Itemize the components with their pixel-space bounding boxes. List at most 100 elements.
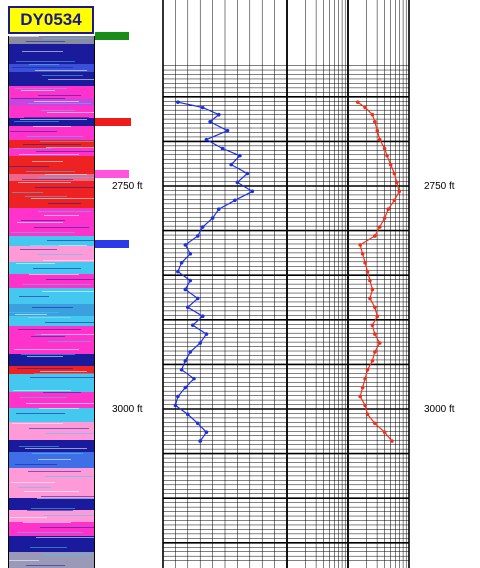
data-point-blue — [195, 296, 200, 301]
facies-streak — [22, 179, 73, 180]
facies-streak — [34, 373, 94, 374]
facies-streak — [37, 124, 73, 125]
facies-band — [9, 118, 94, 126]
facies-streak — [10, 131, 57, 132]
facies-band — [9, 354, 94, 366]
data-point-blue — [225, 128, 230, 133]
data-point-blue — [195, 234, 200, 238]
facies-streak — [35, 334, 67, 335]
facies-streak — [9, 312, 59, 313]
facies-streak — [34, 101, 79, 102]
facies-streak — [20, 119, 87, 120]
data-point-blue — [186, 305, 190, 310]
facies-streak — [9, 166, 49, 167]
facies-streak — [23, 144, 81, 145]
facies-streak — [9, 36, 39, 37]
data-point-red — [358, 394, 363, 399]
facies-streak — [47, 382, 83, 383]
data-point-red — [355, 100, 360, 104]
data-point-blue — [192, 376, 196, 381]
facies-streak — [46, 279, 94, 280]
facies-streak — [13, 148, 51, 149]
facies-streak — [42, 291, 94, 292]
facies-streak — [36, 537, 94, 538]
data-point-blue — [204, 332, 209, 336]
facies-band — [9, 316, 94, 326]
data-point-red — [377, 137, 382, 142]
data-point-red — [395, 180, 399, 185]
facies-streak — [21, 90, 55, 91]
facies-streak — [29, 64, 59, 65]
facies-streak — [12, 423, 63, 424]
facies-streak — [43, 392, 81, 393]
facies-streak — [43, 38, 91, 39]
data-point-blue — [179, 260, 184, 265]
marker-green — [95, 32, 129, 40]
facies-streak — [10, 517, 47, 518]
facies-streak — [36, 151, 94, 152]
data-point-blue — [183, 359, 188, 363]
facies-streak — [23, 522, 71, 523]
facies-band — [9, 36, 94, 44]
facies-streak — [38, 95, 81, 96]
facies-streak — [38, 459, 71, 460]
data-point-red — [365, 367, 370, 372]
facies-streak — [17, 532, 83, 533]
facies-streak — [19, 154, 79, 155]
data-point-blue — [183, 385, 188, 390]
facies-streak — [35, 70, 87, 71]
facies-streak — [21, 354, 75, 355]
facies-streak — [25, 448, 87, 449]
data-point-blue — [245, 171, 250, 176]
facies-streak — [23, 284, 91, 285]
facies-streak — [48, 203, 81, 204]
well-id-label: DY0534 — [8, 6, 94, 34]
data-point-red — [363, 403, 367, 408]
data-point-red — [373, 305, 377, 310]
data-point-red — [386, 207, 391, 211]
facies-streak — [29, 274, 79, 275]
facies-streak — [26, 565, 65, 566]
facies-streak — [19, 446, 59, 447]
facies-streak — [12, 67, 73, 68]
facies-streak — [45, 476, 94, 477]
data-point-red — [368, 296, 372, 301]
data-point-red — [382, 216, 387, 220]
data-point-red — [373, 119, 377, 124]
data-point-blue — [179, 367, 184, 372]
facies-streak — [22, 51, 63, 52]
facies-streak — [27, 136, 83, 137]
facies-streak — [38, 211, 91, 212]
data-point-red — [397, 189, 402, 194]
facies-streak — [18, 487, 51, 488]
facies-streak — [47, 240, 94, 241]
data-point-red — [375, 128, 380, 133]
data-point-red — [365, 269, 370, 274]
data-point-red — [373, 350, 377, 354]
facies-streak — [9, 560, 39, 561]
facies-streak — [45, 322, 94, 323]
facies-streak — [31, 508, 75, 509]
facies-streak — [34, 227, 89, 228]
data-point-blue — [188, 251, 193, 256]
data-point-blue — [176, 394, 180, 399]
data-point-red — [363, 105, 367, 110]
data-point-red — [373, 421, 377, 426]
facies-streak — [40, 527, 94, 528]
facies-streak — [25, 84, 57, 85]
facies-band — [9, 236, 94, 246]
data-point-red — [370, 287, 375, 292]
data-point-red — [373, 332, 377, 336]
facies-band — [9, 498, 94, 510]
facies-streak — [41, 110, 75, 111]
facies-streak — [27, 356, 63, 357]
data-point-blue — [200, 105, 205, 110]
facies-streak — [28, 103, 91, 104]
facies-streak — [26, 403, 94, 404]
facies-streak — [16, 61, 75, 62]
data-point-red — [390, 439, 394, 443]
data-point-red — [385, 153, 389, 158]
facies-streak — [32, 307, 73, 308]
facies-streak — [31, 198, 94, 199]
series-line-blue — [174, 101, 254, 442]
